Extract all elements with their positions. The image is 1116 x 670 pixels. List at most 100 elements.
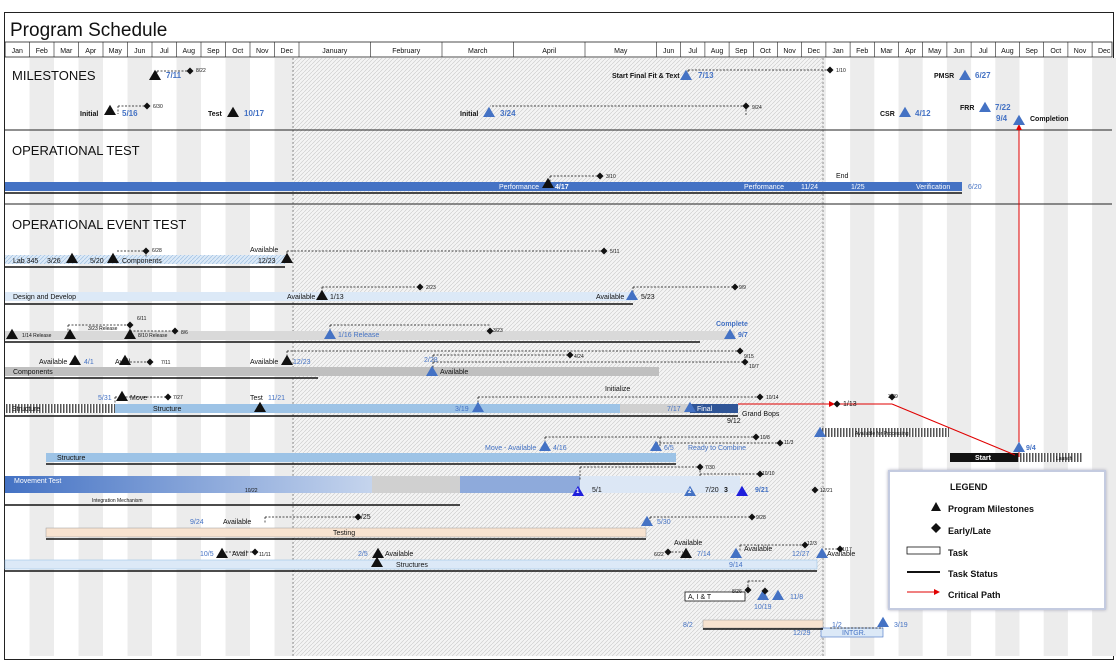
schedule-label: Initial bbox=[80, 111, 98, 118]
schedule-label: Move bbox=[130, 395, 147, 402]
structure-hatch-bar bbox=[5, 404, 115, 413]
schedule-label: 1/13 bbox=[843, 401, 857, 408]
early-late-diamond bbox=[776, 439, 784, 447]
schedule-label: CSR bbox=[880, 111, 895, 118]
schedule-label: 4/24 bbox=[574, 354, 584, 360]
early-late-diamond bbox=[736, 347, 744, 355]
schedule-label: End bbox=[836, 173, 849, 180]
month-label: Dec bbox=[1098, 48, 1111, 55]
schedule-label: 12/21 bbox=[820, 488, 833, 494]
schedule-label: 9/4 bbox=[1026, 445, 1036, 452]
month-label: Jul bbox=[688, 48, 697, 55]
early-late-diamond bbox=[696, 463, 704, 471]
milestone-triangle bbox=[899, 106, 911, 117]
milestone-triangle bbox=[772, 589, 784, 600]
early-late-diamond bbox=[742, 102, 750, 110]
schedule-label: 1/25 bbox=[357, 514, 371, 521]
schedule-label: 5/11 bbox=[610, 249, 620, 255]
month-label: Jan bbox=[12, 48, 23, 55]
early-late-diamond bbox=[164, 393, 172, 401]
schedule-label: 9/9 bbox=[739, 285, 746, 291]
structure-gray-bar bbox=[620, 404, 690, 413]
schedule-label: 3 bbox=[724, 487, 728, 494]
month-label: Apr bbox=[85, 48, 97, 55]
section-title-milestones: MILESTONES bbox=[12, 68, 96, 83]
milestone-triangle bbox=[757, 589, 769, 600]
schedule-label: 2/28 bbox=[424, 357, 438, 364]
milestone-triangle bbox=[64, 328, 76, 339]
schedule-label: 10/14 bbox=[766, 395, 779, 401]
legend-task-status: Task Status bbox=[948, 569, 998, 579]
schedule-label: 5/30 bbox=[657, 519, 671, 526]
milestone-triangle bbox=[116, 390, 128, 401]
month-label: April bbox=[542, 48, 556, 55]
milestone-triangle bbox=[1013, 114, 1025, 125]
task-bar-icon bbox=[906, 546, 941, 555]
schedule-label: 5/1 bbox=[592, 487, 602, 494]
schedule-label: 1/10 bbox=[836, 68, 846, 74]
milestone-triangle bbox=[680, 69, 692, 80]
legend-title: LEGEND bbox=[950, 482, 988, 492]
milestone-triangle bbox=[426, 365, 438, 376]
month-shade bbox=[29, 58, 54, 656]
early-late-diamond bbox=[416, 283, 424, 291]
milestone-triangle bbox=[572, 485, 584, 496]
schedule-label: 2/5 bbox=[358, 551, 368, 558]
schedule-label: Components bbox=[13, 369, 53, 376]
schedule-label: 8/26 bbox=[732, 589, 742, 595]
early-late-diamond bbox=[833, 400, 841, 408]
milestone-triangle bbox=[372, 547, 384, 558]
early-late-diamond bbox=[186, 67, 194, 75]
schedule-label: Available bbox=[827, 551, 855, 558]
schedule-label: Completion bbox=[1030, 116, 1069, 123]
schedule-label: 3/26 bbox=[47, 258, 61, 265]
schedule-label: Grand Bops bbox=[742, 411, 780, 418]
month-label: Aug bbox=[183, 48, 196, 55]
schedule-label: 4/16 bbox=[553, 445, 567, 452]
month-label: Jun bbox=[663, 48, 674, 55]
month-shade bbox=[78, 58, 103, 656]
schedule-label: 12/3 bbox=[807, 541, 817, 547]
schedule-label: Available bbox=[744, 546, 772, 553]
schedule-label: Structure bbox=[12, 406, 41, 413]
structures-bar bbox=[4, 559, 818, 570]
month-label: May bbox=[928, 48, 942, 55]
milestone-triangle bbox=[104, 104, 116, 115]
milestone-triangle bbox=[979, 101, 991, 112]
month-label: Jan bbox=[832, 48, 843, 55]
schedule-label: 10/17 bbox=[244, 109, 265, 118]
month-label: Mar bbox=[60, 48, 73, 55]
milestone-triangle bbox=[149, 69, 161, 80]
schedule-label: 7/27 bbox=[173, 395, 183, 401]
early-late-diamond bbox=[486, 327, 494, 335]
schedule-label: 3/23 bbox=[493, 328, 503, 334]
milestone-triangle bbox=[877, 616, 889, 627]
schedule-label: 3/23 Release bbox=[88, 326, 118, 332]
schedule-label: 8/2 bbox=[683, 622, 693, 629]
schedule-label: 1/25 bbox=[851, 184, 865, 191]
early-late-diamond bbox=[251, 548, 259, 556]
schedule-label: 1/2 bbox=[832, 622, 842, 629]
page-title: Program Schedule bbox=[10, 20, 168, 41]
lab-bar bbox=[5, 255, 285, 264]
schedule-label: INTGR. bbox=[842, 630, 866, 637]
month-label: Mar bbox=[880, 48, 893, 55]
schedule-label: 10/7 bbox=[749, 364, 759, 370]
month-shade bbox=[176, 58, 201, 656]
early-late-diamond bbox=[801, 541, 809, 549]
month-label: Nov bbox=[783, 48, 796, 55]
schedule-label: 11/24 bbox=[801, 184, 818, 191]
month-label: Sep bbox=[1025, 48, 1038, 55]
early-late-diamond bbox=[171, 327, 179, 335]
schedule-label: 11/3 bbox=[784, 440, 794, 446]
schedule-label: 5/16 bbox=[122, 109, 138, 118]
schedule-label: Structures bbox=[396, 562, 428, 569]
schedule-label: Available for Processing bbox=[855, 431, 909, 437]
legend-critical-path: Critical Path bbox=[948, 590, 1001, 600]
schedule-label: 7/30 bbox=[705, 465, 715, 471]
milestone-triangle bbox=[814, 426, 826, 437]
milestone-triangle bbox=[724, 328, 736, 339]
schedule-label: 6/28 bbox=[152, 248, 162, 254]
early-late-diamond bbox=[741, 358, 749, 366]
legend-early-late: Early/Late bbox=[948, 526, 992, 536]
